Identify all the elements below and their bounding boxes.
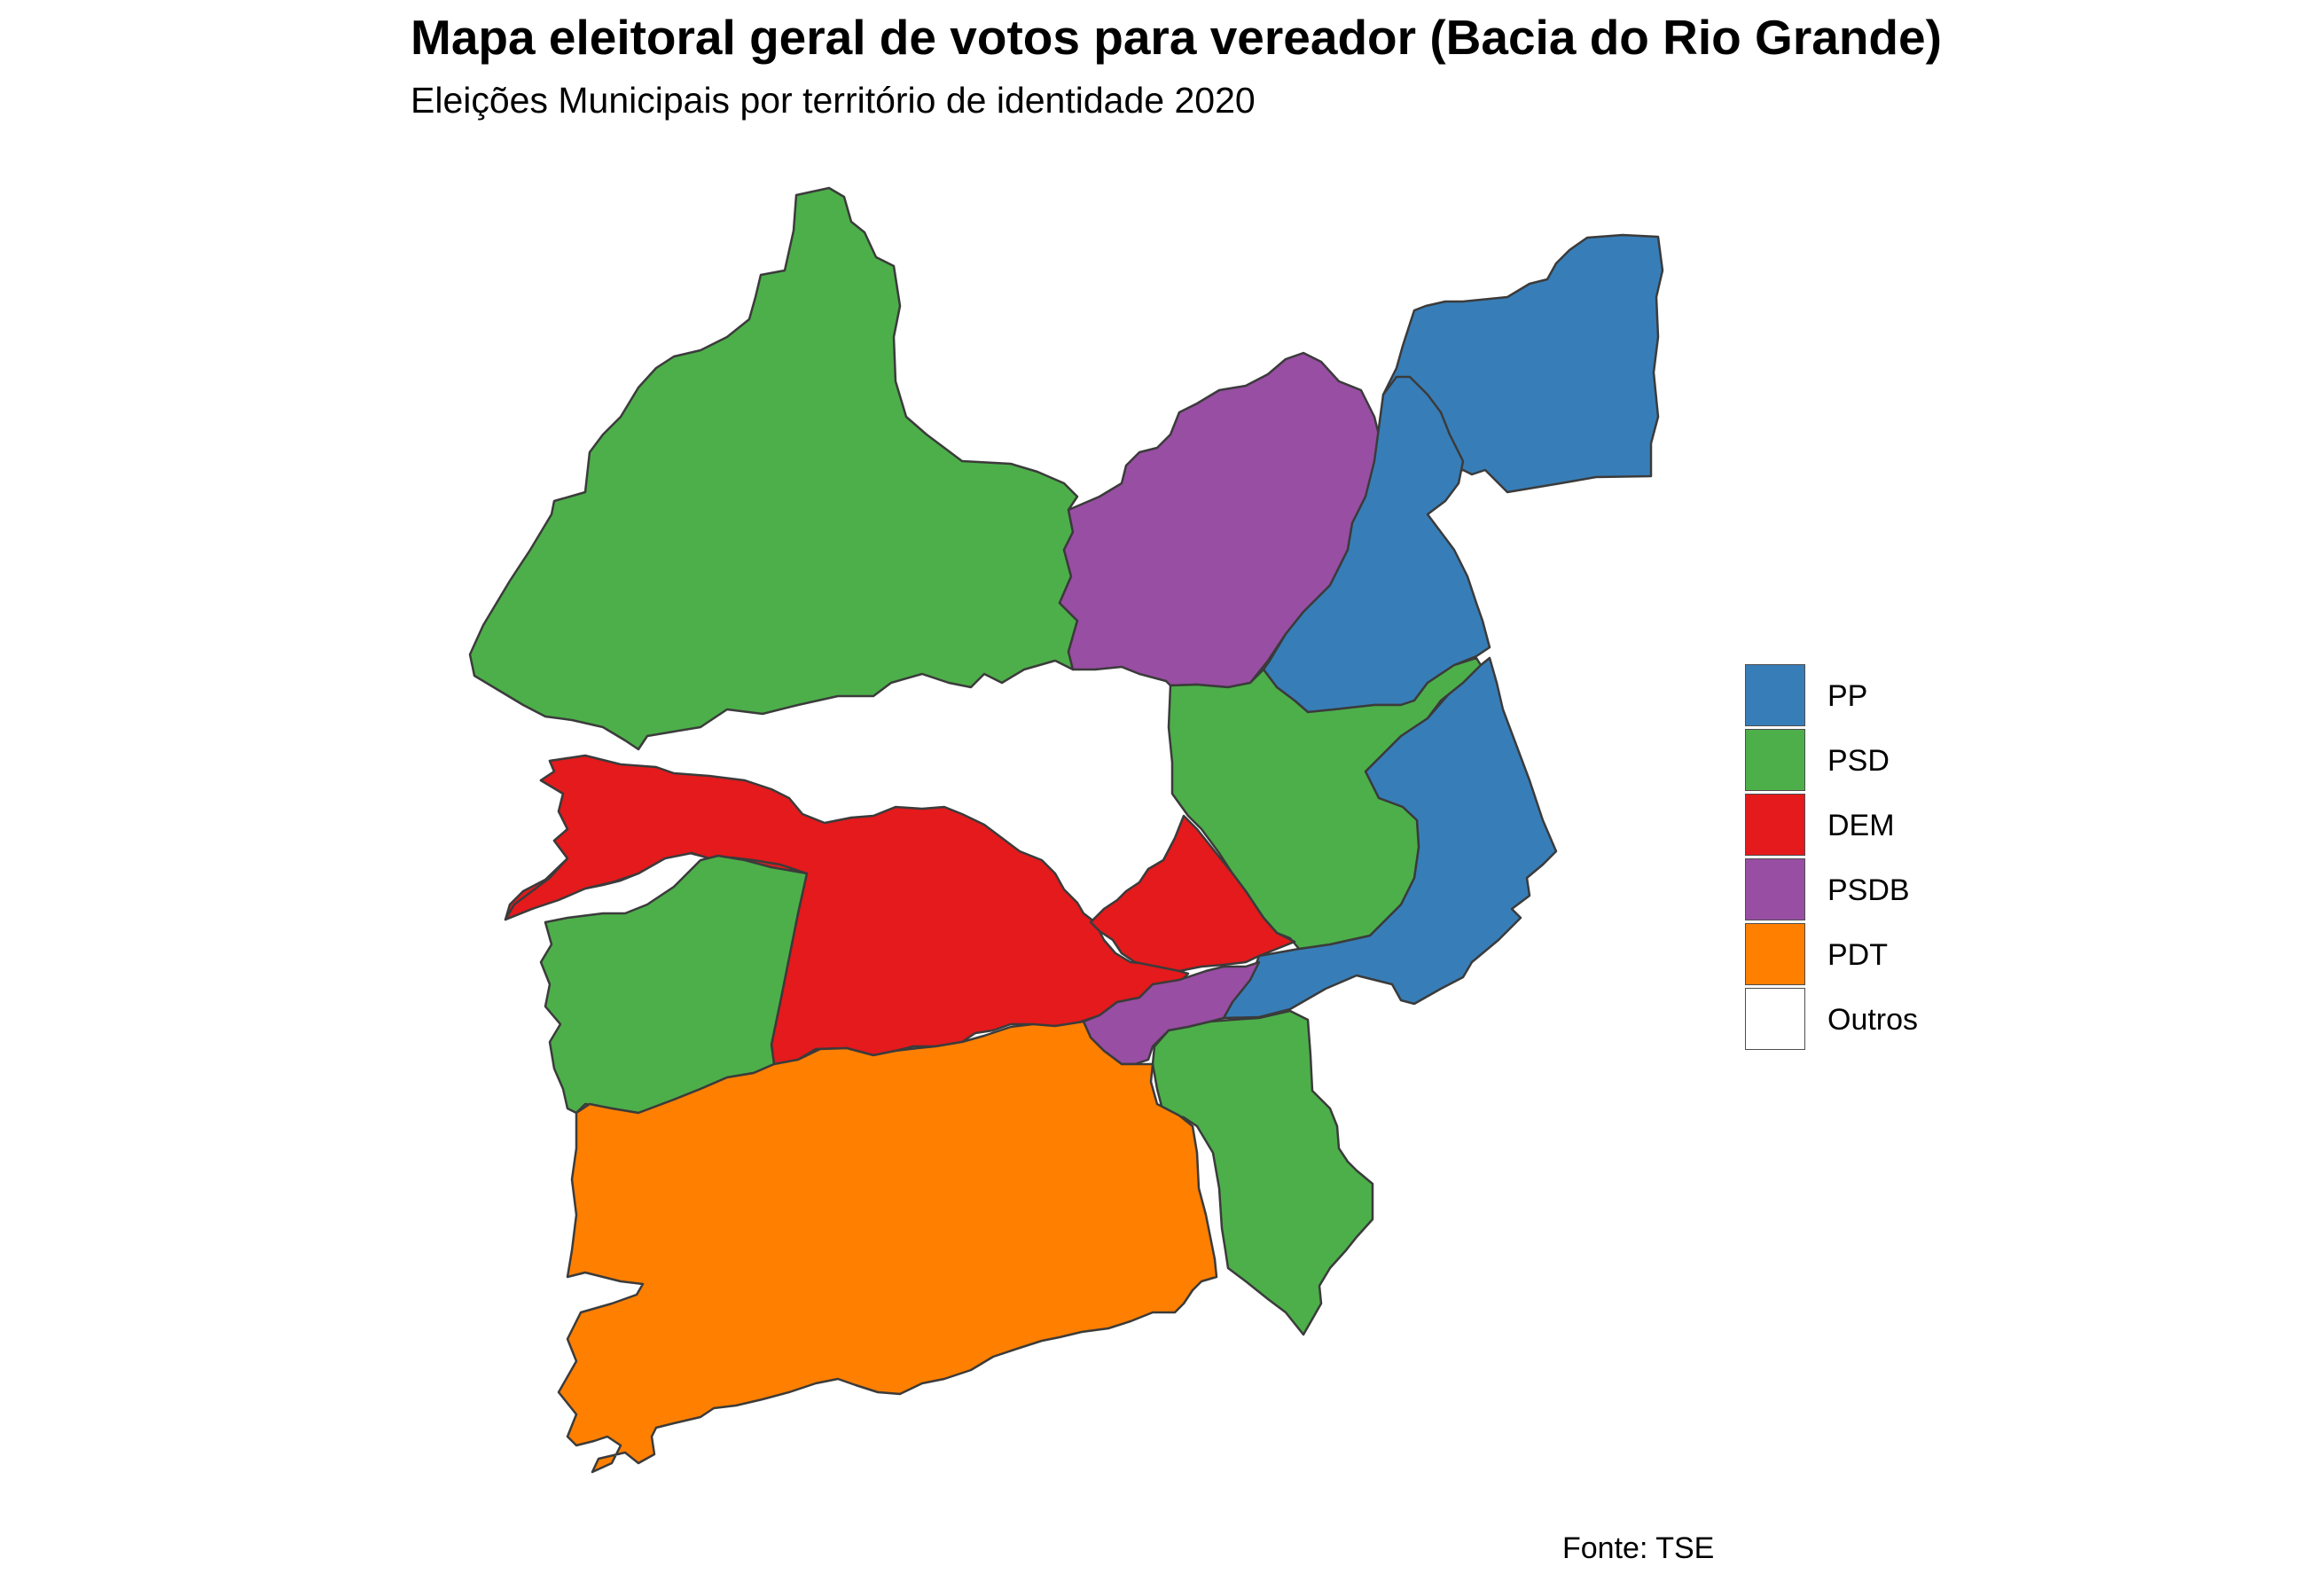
legend-swatch-pdt <box>1745 923 1805 985</box>
legend-label-pdt: PDT <box>1827 938 1888 972</box>
legend-swatch-outros <box>1745 988 1805 1050</box>
region-center-east-lower[interactable] <box>1089 814 1296 973</box>
legend-swatch-pp <box>1745 664 1805 726</box>
legend-label-outros: Outros <box>1827 1003 1919 1037</box>
legend-label-pp: PP <box>1827 679 1868 713</box>
chart-title: Mapa eleitoral geral de votos para verea… <box>411 10 1942 65</box>
region-southeast[interactable] <box>1151 1009 1374 1336</box>
legend-swatch-psd <box>1745 729 1805 791</box>
legend-swatch-dem <box>1745 794 1805 856</box>
legend-label-psd: PSD <box>1827 744 1890 778</box>
legend-label-dem: DEM <box>1827 809 1895 842</box>
legend-label-psdb: PSDB <box>1827 873 1910 907</box>
chart-subtitle: Eleições Municipais por território de id… <box>411 80 1256 121</box>
region-northwest[interactable] <box>468 186 1079 751</box>
legend-swatch-psdb <box>1745 858 1805 920</box>
region-south[interactable] <box>557 1020 1218 1474</box>
source-caption: Fonte: TSE <box>1562 1531 1715 1565</box>
